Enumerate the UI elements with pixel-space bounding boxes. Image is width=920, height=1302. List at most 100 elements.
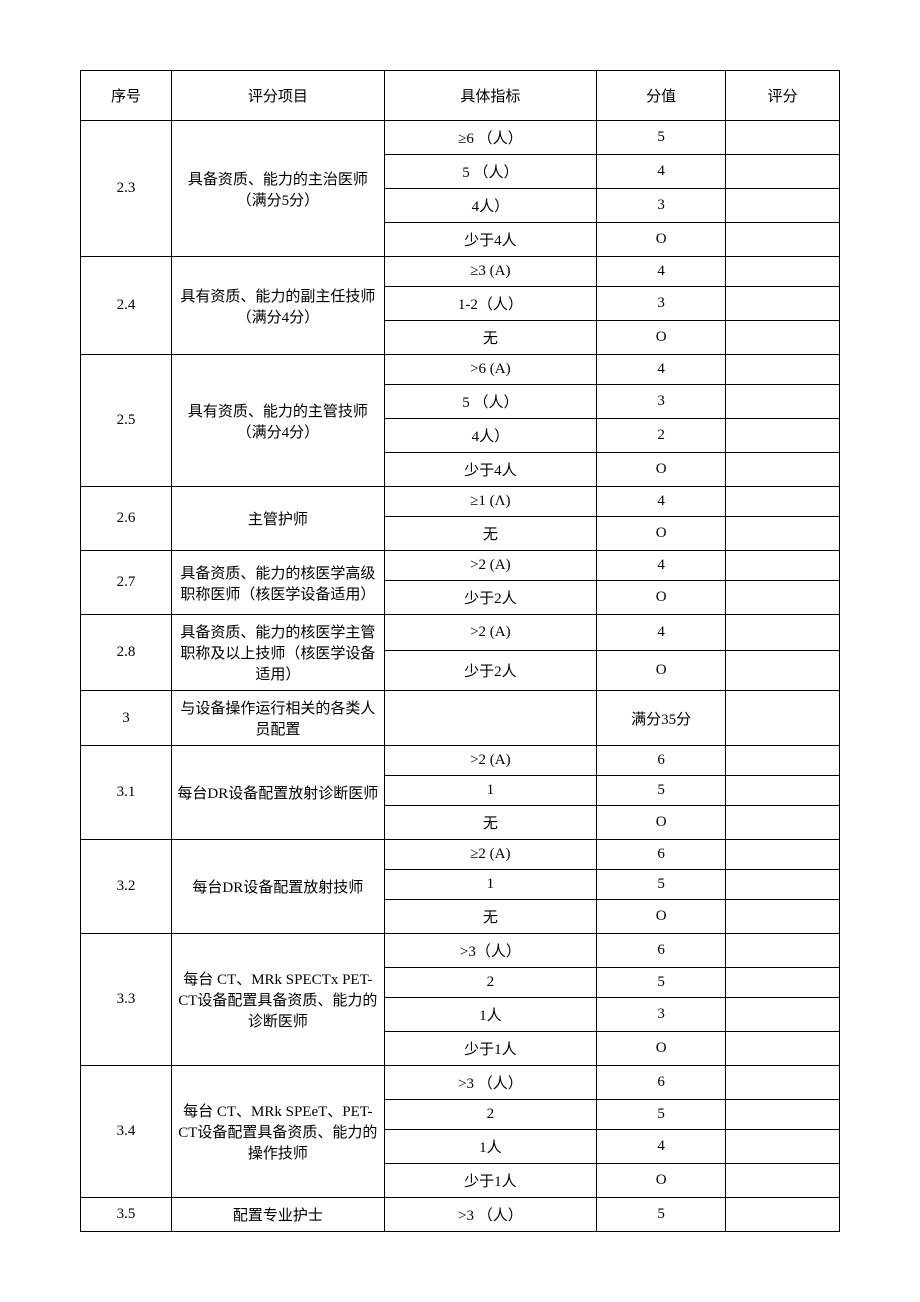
cell-score: 5 (597, 1100, 726, 1130)
cell-seq: 3.5 (81, 1198, 172, 1232)
cell-rating (726, 691, 840, 746)
cell-indicator: 5 （人） (384, 155, 597, 189)
cell-score: O (597, 806, 726, 840)
cell-rating (726, 650, 840, 690)
header-indicator: 具体指标 (384, 71, 597, 121)
cell-indicator: 无 (384, 806, 597, 840)
cell-seq: 3.3 (81, 934, 172, 1066)
cell-rating (726, 615, 840, 651)
cell-score: 5 (597, 968, 726, 998)
cell-rating (726, 581, 840, 615)
cell-item: 每台DR设备配置放射诊断医师 (172, 746, 385, 840)
cell-score: 满分35分 (597, 691, 726, 746)
cell-indicator: 1-2（人） (384, 287, 597, 321)
cell-indicator: 5 （人） (384, 385, 597, 419)
cell-item: 具有资质、能力的主管技师（满分4分） (172, 355, 385, 487)
cell-rating (726, 934, 840, 968)
table-row: 3.2每台DR设备配置放射技师≥2 (A)6 (81, 840, 840, 870)
cell-rating (726, 840, 840, 870)
cell-rating (726, 189, 840, 223)
cell-rating (726, 155, 840, 189)
cell-rating (726, 1066, 840, 1100)
cell-item: 每台 CT、MRk SPEeT、PET-CT设备配置具备资质、能力的操作技师 (172, 1066, 385, 1198)
cell-score: 4 (597, 355, 726, 385)
cell-indicator: 2 (384, 1100, 597, 1130)
cell-seq: 3.2 (81, 840, 172, 934)
cell-seq: 3.1 (81, 746, 172, 840)
cell-rating (726, 776, 840, 806)
cell-indicator: ≥6 （人） (384, 121, 597, 155)
cell-rating (726, 1100, 840, 1130)
cell-indicator: ≥3 (A) (384, 257, 597, 287)
cell-item: 具备资质、能力的主治医师（满分5分） (172, 121, 385, 257)
header-rating: 评分 (726, 71, 840, 121)
cell-indicator: 无 (384, 517, 597, 551)
cell-seq: 2.8 (81, 615, 172, 691)
cell-score: 6 (597, 934, 726, 968)
cell-seq: 3 (81, 691, 172, 746)
header-seq: 序号 (81, 71, 172, 121)
cell-indicator: 4人） (384, 189, 597, 223)
cell-item: 具备资质、能力的核医学主管职称及以上技师（核医学设备适用） (172, 615, 385, 691)
cell-rating (726, 1130, 840, 1164)
cell-rating (726, 870, 840, 900)
cell-rating (726, 487, 840, 517)
table-row: 3.1每台DR设备配置放射诊断医师>2 (A)6 (81, 746, 840, 776)
cell-score: 4 (597, 155, 726, 189)
cell-score: 4 (597, 487, 726, 517)
cell-score: O (597, 581, 726, 615)
header-score: 分值 (597, 71, 726, 121)
cell-seq: 2.6 (81, 487, 172, 551)
cell-rating (726, 998, 840, 1032)
cell-item: 具备资质、能力的核医学高级职称医师（核医学设备适用） (172, 551, 385, 615)
cell-indicator: >6 (A) (384, 355, 597, 385)
cell-rating (726, 517, 840, 551)
table-header: 序号 评分项目 具体指标 分值 评分 (81, 71, 840, 121)
cell-score: 6 (597, 1066, 726, 1100)
table-row: 2.5具有资质、能力的主管技师（满分4分）>6 (A)4 (81, 355, 840, 385)
cell-indicator: >2 (A) (384, 746, 597, 776)
cell-score: O (597, 900, 726, 934)
table-row: 2.3具备资质、能力的主治医师（满分5分）≥6 （人）5 (81, 121, 840, 155)
cell-score: 4 (597, 551, 726, 581)
cell-score: O (597, 321, 726, 355)
cell-indicator: 少于2人 (384, 581, 597, 615)
cell-score: 6 (597, 746, 726, 776)
cell-indicator: 少于1人 (384, 1164, 597, 1198)
cell-indicator: 少于2人 (384, 650, 597, 690)
cell-rating (726, 900, 840, 934)
cell-rating (726, 121, 840, 155)
cell-indicator: >3 （人） (384, 1066, 597, 1100)
cell-indicator: 少于4人 (384, 223, 597, 257)
cell-item: 每台DR设备配置放射技师 (172, 840, 385, 934)
cell-score: 5 (597, 1198, 726, 1232)
cell-rating (726, 453, 840, 487)
cell-rating (726, 287, 840, 321)
cell-seq: 2.7 (81, 551, 172, 615)
cell-rating (726, 1032, 840, 1066)
cell-indicator: ≥1 (Λ) (384, 487, 597, 517)
cell-score: 5 (597, 121, 726, 155)
header-item: 评分项目 (172, 71, 385, 121)
cell-indicator: ≥2 (A) (384, 840, 597, 870)
cell-rating (726, 419, 840, 453)
table-row: 3.4每台 CT、MRk SPEeT、PET-CT设备配置具备资质、能力的操作技… (81, 1066, 840, 1100)
table-row: 2.7具备资质、能力的核医学高级职称医师（核医学设备适用）>2 (A)4 (81, 551, 840, 581)
cell-seq: 2.3 (81, 121, 172, 257)
cell-item: 主管护师 (172, 487, 385, 551)
cell-score: 3 (597, 189, 726, 223)
cell-item: 每台 CT、MRk SPECTx PET-CT设备配置具备资质、能力的诊断医师 (172, 934, 385, 1066)
cell-score: O (597, 223, 726, 257)
cell-rating (726, 385, 840, 419)
cell-rating (726, 551, 840, 581)
cell-score: 5 (597, 870, 726, 900)
cell-score: 4 (597, 1130, 726, 1164)
cell-score: 3 (597, 998, 726, 1032)
cell-indicator: 1人 (384, 1130, 597, 1164)
cell-score: O (597, 1164, 726, 1198)
cell-indicator: 4人） (384, 419, 597, 453)
table-row: 3.5配置专业护士>3 （人）5 (81, 1198, 840, 1232)
table-row: 2.6主管护师≥1 (Λ)4 (81, 487, 840, 517)
table-body: 2.3具备资质、能力的主治医师（满分5分）≥6 （人）55 （人）44人）3少于… (81, 121, 840, 1232)
cell-indicator: >3 （人） (384, 1198, 597, 1232)
